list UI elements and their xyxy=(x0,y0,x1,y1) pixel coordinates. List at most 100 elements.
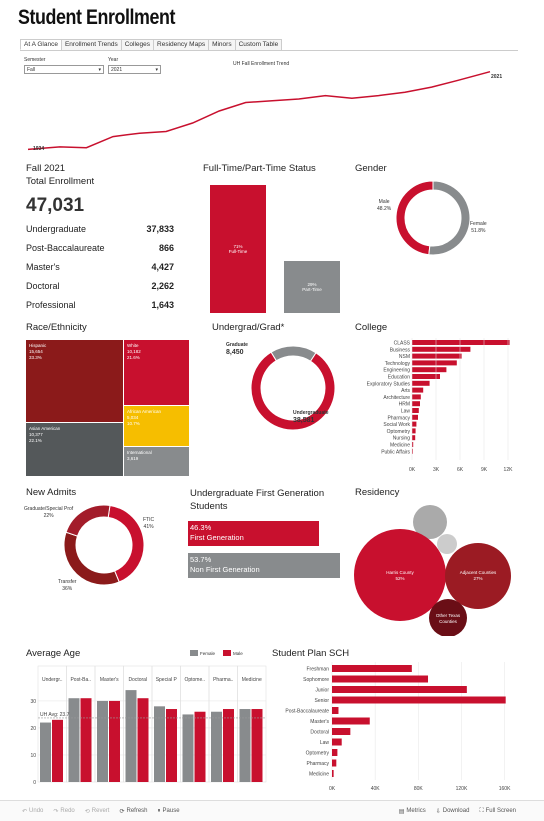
college-bar[interactable] xyxy=(412,435,416,441)
trend-title: UH Fall Enrollment Trend xyxy=(233,61,290,67)
semester-select[interactable]: Fall ▾ xyxy=(24,65,104,74)
redo-icon: ↷ xyxy=(53,808,59,815)
college-bar[interactable] xyxy=(412,346,471,352)
age-bar-female[interactable] xyxy=(97,700,108,782)
non-firstgen-bar[interactable]: 53.7% Non First Generation xyxy=(188,553,340,578)
sch-bar[interactable] xyxy=(332,749,338,756)
pause-label: Pause xyxy=(162,808,180,814)
redo-button[interactable]: ↷ Redo xyxy=(53,808,74,815)
metrics-icon: ▤ xyxy=(398,808,405,815)
college-bar[interactable] xyxy=(412,448,413,454)
firstgen-bar[interactable]: 46.3% First Generation xyxy=(188,521,319,546)
college-bar[interactable] xyxy=(412,380,430,386)
pause-button[interactable]: ⏸ Pause xyxy=(158,808,180,815)
sch-label: Doctoral xyxy=(310,730,329,736)
age-bar-female[interactable] xyxy=(125,690,137,782)
sch-bar[interactable] xyxy=(332,738,342,746)
college-bar[interactable] xyxy=(412,374,440,379)
sch-bar[interactable] xyxy=(332,675,429,683)
race-cell-african-american[interactable]: African American 5,034 10.7% xyxy=(124,406,189,447)
college-bar[interactable] xyxy=(412,394,421,400)
download-button[interactable]: ⇩ Download xyxy=(436,808,470,815)
college-bar[interactable] xyxy=(412,428,416,434)
sch-tick: 40K xyxy=(371,786,381,792)
college-label: Engineering xyxy=(383,368,410,374)
slice-graduate[interactable] xyxy=(65,504,111,537)
age-bar-male[interactable] xyxy=(166,709,177,782)
sch-bar[interactable] xyxy=(332,696,506,704)
college-bar[interactable] xyxy=(412,387,424,393)
revert-button[interactable]: ⟲ Revert xyxy=(85,808,110,815)
race-cell-hispanic[interactable]: Hispanic 15,654 33.3% xyxy=(26,340,124,423)
sch-bar[interactable] xyxy=(332,717,370,725)
college-bar[interactable] xyxy=(412,442,414,447)
slice-transfer[interactable] xyxy=(63,531,120,586)
ugg-donut[interactable] xyxy=(243,338,343,438)
tab-residency-maps[interactable]: Residency Maps xyxy=(153,39,210,50)
age-bar-male[interactable] xyxy=(194,711,206,782)
slice-male[interactable] xyxy=(395,180,434,256)
college-bar[interactable] xyxy=(412,353,462,359)
bubble-adjacent[interactable] xyxy=(445,543,511,609)
cell-pct: 22.1% xyxy=(29,438,42,443)
gender-donut[interactable] xyxy=(395,180,471,256)
tab-at-a-glance[interactable]: At A Glance xyxy=(20,39,62,50)
age-bar-male[interactable] xyxy=(80,698,92,782)
age-bar-male[interactable] xyxy=(137,698,149,782)
college-bar[interactable] xyxy=(412,367,447,373)
tab-colleges[interactable]: Colleges xyxy=(120,39,155,50)
slice-female[interactable] xyxy=(428,180,471,256)
row-label: Professional xyxy=(26,300,76,310)
race-cell-white[interactable]: White 10,182 21.6% xyxy=(124,340,189,406)
ftpt-bar-fulltime[interactable]: 71% Full-Time xyxy=(210,185,266,313)
ftpt-bar-parttime[interactable]: 29% Part-Time xyxy=(284,261,340,313)
tab-custom-table[interactable]: Custom Table xyxy=(234,39,283,50)
sch-bar[interactable] xyxy=(332,665,412,672)
tab-enrollment-trends[interactable]: Enrollment Trends xyxy=(60,39,122,50)
college-bar[interactable] xyxy=(412,421,417,427)
college-bar[interactable] xyxy=(412,408,419,413)
harris-label: Harris County 52% xyxy=(370,570,430,582)
age-bar-female[interactable] xyxy=(239,709,251,782)
race-cell-international[interactable]: International 3,619 xyxy=(124,447,189,476)
college-label: Nursing xyxy=(393,436,410,442)
age-bar-female[interactable] xyxy=(182,714,194,782)
fullscreen-button[interactable]: ⛶ Full Screen xyxy=(479,808,516,815)
college-bar[interactable] xyxy=(412,401,420,407)
bubble-other[interactable] xyxy=(429,599,467,636)
bubble-small-1[interactable] xyxy=(413,505,447,539)
admits-donut[interactable] xyxy=(62,503,146,587)
year-select[interactable]: 2021 ▾ xyxy=(108,65,161,74)
cell-name: Asian American xyxy=(29,426,61,431)
metrics-button[interactable]: ▤ Metrics xyxy=(399,808,426,815)
age-bar-female[interactable] xyxy=(40,722,51,782)
college-bar[interactable] xyxy=(412,340,510,345)
age-bar-female[interactable] xyxy=(154,706,165,782)
fg-pct: 46.3% xyxy=(190,523,212,532)
slice-graduate[interactable] xyxy=(270,345,317,362)
bubble-harris[interactable] xyxy=(354,529,446,621)
undo-button[interactable]: ↶ Undo xyxy=(22,808,43,815)
sch-bar[interactable] xyxy=(332,686,467,693)
sch-bar[interactable] xyxy=(332,707,339,714)
slice-undergraduate[interactable] xyxy=(250,351,336,431)
age-bar-male[interactable] xyxy=(223,709,234,782)
age-bar-male[interactable] xyxy=(52,719,63,782)
slice-ftic[interactable] xyxy=(107,504,145,583)
chevron-down-icon: ▾ xyxy=(155,66,158,73)
sch-bar[interactable] xyxy=(332,759,337,767)
sch-bar[interactable] xyxy=(332,770,334,777)
age-bar-male[interactable] xyxy=(251,709,263,782)
age-bar-male[interactable] xyxy=(109,700,120,782)
sch-label: Medicine xyxy=(309,772,329,778)
age-bar-female[interactable] xyxy=(68,698,80,782)
bubble-small-2[interactable] xyxy=(437,534,457,554)
college-bar[interactable] xyxy=(412,414,418,420)
college-bar[interactable] xyxy=(412,360,457,366)
sch-bar[interactable] xyxy=(332,728,351,735)
tab-minors[interactable]: Minors xyxy=(208,39,236,50)
age-bar-female[interactable] xyxy=(211,711,222,782)
nfg-pct: 53.7% xyxy=(190,555,212,564)
refresh-button[interactable]: ⟳ Refresh xyxy=(119,808,147,815)
race-cell-asian[interactable]: Asian American 10,377 22.1% xyxy=(26,423,124,476)
